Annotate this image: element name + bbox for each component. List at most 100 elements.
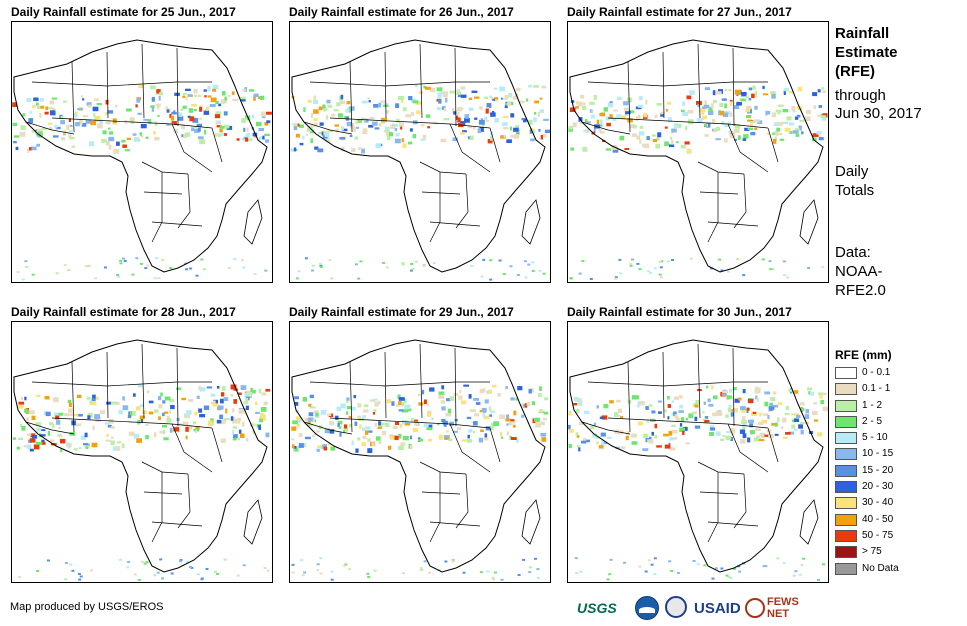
rain-cell xyxy=(497,393,501,397)
rain-cell xyxy=(117,275,121,278)
rain-cell xyxy=(107,424,112,428)
rain-cell xyxy=(538,393,542,397)
rain-cell xyxy=(668,144,675,148)
rain-cell xyxy=(726,430,732,433)
rain-cell xyxy=(60,438,66,444)
country-border xyxy=(489,127,501,163)
rain-cell xyxy=(154,121,158,126)
rain-cell xyxy=(214,114,220,119)
rain-cell xyxy=(777,132,783,136)
rain-cell xyxy=(721,393,727,396)
rain-cell xyxy=(81,122,87,127)
rain-cell xyxy=(183,262,187,265)
rain-cell xyxy=(762,565,766,568)
rain-cell xyxy=(768,406,774,411)
rain-cell xyxy=(704,87,710,91)
rain-cell xyxy=(580,94,585,99)
rain-cell xyxy=(768,260,772,263)
rain-cell xyxy=(756,396,759,402)
rain-cell xyxy=(337,113,343,118)
rain-cell xyxy=(219,128,223,133)
rain-cell xyxy=(45,411,51,417)
rain-cell xyxy=(194,128,200,133)
rain-cell xyxy=(341,146,345,152)
rain-cell xyxy=(392,123,395,126)
rain-cell xyxy=(237,417,241,422)
rain-cell xyxy=(702,418,708,421)
rain-cell xyxy=(676,141,679,144)
rain-cell xyxy=(348,568,351,571)
rain-cell xyxy=(394,436,399,441)
rain-cell xyxy=(218,103,222,107)
rain-cell xyxy=(669,447,676,451)
rain-cell xyxy=(107,120,111,125)
rain-cell xyxy=(600,442,605,446)
rain-cell xyxy=(145,136,149,140)
rain-cell xyxy=(822,563,825,566)
rain-cell xyxy=(664,444,671,449)
rain-cell xyxy=(334,124,339,127)
rain-cell xyxy=(213,133,220,137)
rain-cell xyxy=(740,406,746,411)
country-border xyxy=(106,351,109,419)
rain-cell xyxy=(473,398,479,401)
rain-cell xyxy=(796,414,801,418)
rain-cell xyxy=(155,257,159,260)
rain-cell xyxy=(94,414,100,419)
rain-cell xyxy=(650,563,654,566)
rain-cell xyxy=(311,269,314,272)
rain-cell xyxy=(336,102,341,107)
rain-cell xyxy=(345,109,350,113)
rain-cell xyxy=(747,437,751,443)
daily-label: Daily xyxy=(835,163,869,180)
rain-cell xyxy=(29,438,36,443)
rain-cell xyxy=(144,267,148,270)
rain-cell xyxy=(409,269,413,272)
rain-cell xyxy=(126,137,132,140)
rain-cell xyxy=(727,270,731,273)
rain-cell xyxy=(775,109,782,113)
rain-cell xyxy=(423,423,428,428)
rain-cell xyxy=(365,430,369,435)
rain-cell xyxy=(230,394,233,397)
rain-cell xyxy=(394,127,398,132)
rain-cell xyxy=(409,435,413,440)
rain-cell xyxy=(304,257,308,260)
rain-cell xyxy=(660,260,664,263)
usaid-logo: USAID xyxy=(694,599,741,617)
rain-cell xyxy=(817,432,823,437)
rain-cell xyxy=(624,148,630,150)
rain-cell xyxy=(367,576,371,578)
rain-cell xyxy=(602,441,608,445)
rain-cell xyxy=(162,429,166,435)
rain-cell xyxy=(216,573,219,575)
rain-cell xyxy=(770,91,776,94)
rain-cell xyxy=(742,138,747,141)
rain-cell xyxy=(606,436,612,439)
rain-cell xyxy=(208,420,213,426)
rain-cell xyxy=(771,112,777,118)
rain-cell xyxy=(526,401,531,407)
rain-cell xyxy=(316,430,320,433)
rain-cell xyxy=(762,85,765,90)
rain-cell xyxy=(199,414,206,418)
rain-cell xyxy=(817,578,820,581)
rain-cell xyxy=(295,401,299,406)
rain-cell xyxy=(510,134,514,138)
rain-cell xyxy=(381,430,387,436)
rain-cell xyxy=(819,395,823,399)
rain-cell xyxy=(771,423,775,426)
rain-cell xyxy=(584,119,588,123)
rain-cell xyxy=(369,116,375,120)
rain-cell xyxy=(337,423,340,427)
rain-cell xyxy=(232,426,238,429)
rain-cell xyxy=(489,414,493,417)
rain-cell xyxy=(119,259,123,262)
country-border xyxy=(309,381,490,387)
rain-cell xyxy=(814,419,818,422)
rain-cell xyxy=(729,99,733,103)
rain-cell xyxy=(737,135,741,140)
rain-cell xyxy=(139,404,145,408)
rain-cell xyxy=(704,134,709,137)
rain-cell xyxy=(351,148,356,152)
